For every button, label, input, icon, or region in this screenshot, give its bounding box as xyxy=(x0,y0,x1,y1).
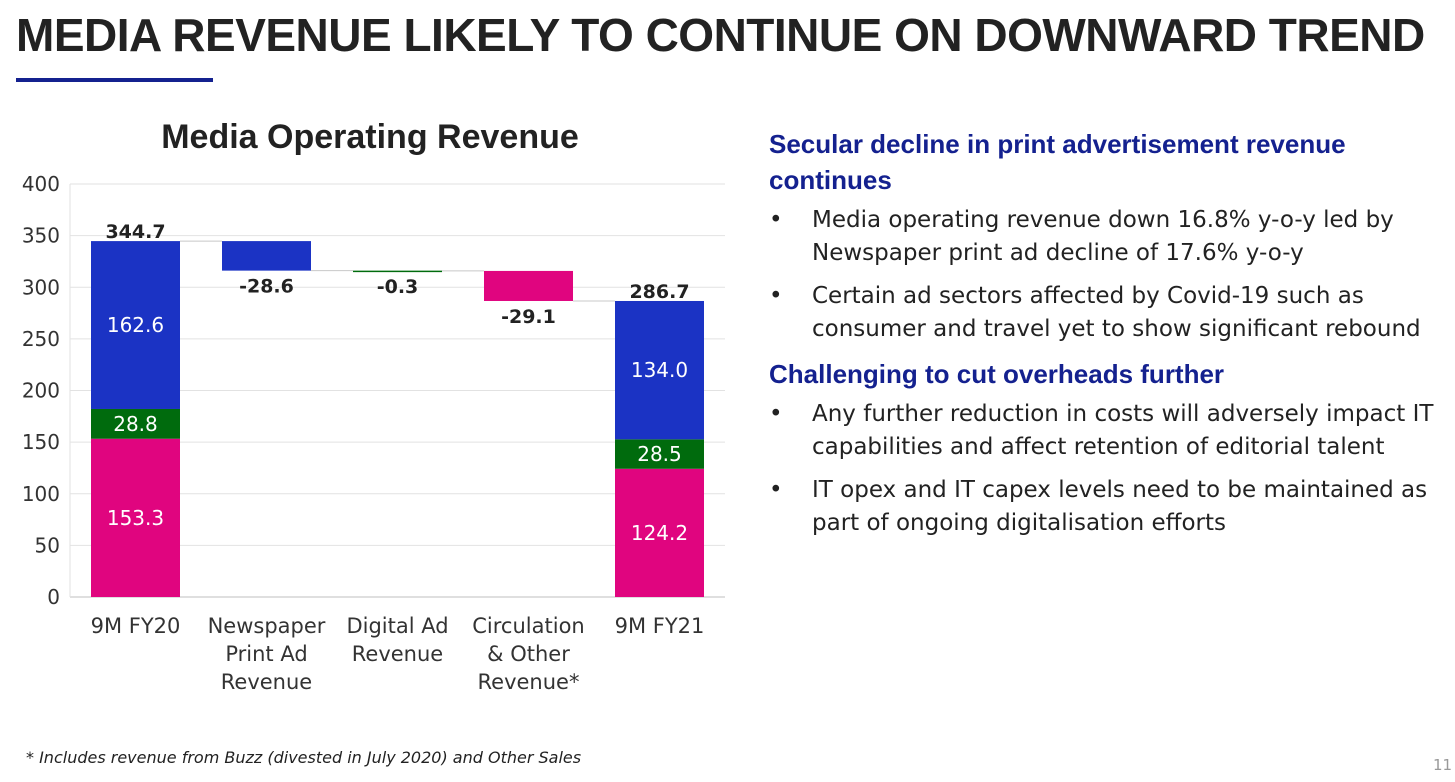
bullet-text: Certain ad sectors affected by Covid-19 … xyxy=(812,283,1421,342)
x-tick-label: Digital Ad xyxy=(346,614,448,638)
change-bar xyxy=(484,270,573,301)
bullet-text: Any further reduction in costs will adve… xyxy=(812,401,1434,460)
section-heading: Challenging to cut overheads further xyxy=(769,359,1225,389)
bar-segment xyxy=(615,468,704,597)
y-tick-label: 0 xyxy=(47,585,60,609)
commentary-panel: Secular decline in print advertisement r… xyxy=(769,126,1439,550)
page-title: MEDIA REVENUE LIKELY TO CONTINUE ON DOWN… xyxy=(16,9,1425,61)
y-tick-label: 50 xyxy=(35,533,60,557)
bar-segment xyxy=(615,300,704,440)
bullet-icon: • xyxy=(769,401,783,427)
change-label: -29.1 xyxy=(501,306,556,328)
y-tick-label: 200 xyxy=(22,379,60,403)
title-underline xyxy=(16,78,213,82)
change-label: -28.6 xyxy=(239,276,294,298)
bullet-item: • Any further reduction in costs will ad… xyxy=(769,398,1439,464)
data-label: 28.5 xyxy=(637,442,682,466)
bar-segment xyxy=(91,241,180,409)
x-tick-label: Print Ad xyxy=(225,642,307,666)
bullet-list: • Media operating revenue down 16.8% y-o… xyxy=(769,204,1439,346)
y-tick-label: 400 xyxy=(22,172,60,196)
x-tick-label: & Other xyxy=(487,642,570,666)
change-label: -0.3 xyxy=(377,276,419,298)
bar-segment xyxy=(91,408,180,439)
x-tick-label: Circulation xyxy=(472,614,584,638)
y-tick-label: 300 xyxy=(22,275,60,299)
footnote: * Includes revenue from Buzz (divested i… xyxy=(26,748,582,767)
bullet-text: IT opex and IT capex levels need to be m… xyxy=(812,477,1428,536)
x-tick-label: 9M FY20 xyxy=(91,614,181,638)
y-tick-label: 350 xyxy=(22,224,60,248)
data-label: 153.3 xyxy=(107,506,164,530)
bullet-item: • Media operating revenue down 16.8% y-o… xyxy=(769,204,1439,270)
bar-segment xyxy=(91,438,180,597)
bullet-text: Media operating revenue down 16.8% y-o-y… xyxy=(812,207,1394,266)
section-print-decline: Secular decline in print advertisement r… xyxy=(769,126,1439,346)
total-label: 344.7 xyxy=(105,221,165,243)
x-tick-label: Newspaper xyxy=(208,614,326,638)
page-number: 11 xyxy=(1433,756,1453,774)
bullet-icon: • xyxy=(769,207,783,233)
data-label: 162.6 xyxy=(107,313,164,337)
x-tick-label: Revenue* xyxy=(478,670,580,694)
bullet-list: • Any further reduction in costs will ad… xyxy=(769,398,1439,540)
bullet-item: • Certain ad sectors affected by Covid-1… xyxy=(769,280,1439,346)
data-label: 134.0 xyxy=(631,358,688,382)
y-tick-label: 150 xyxy=(22,430,60,454)
bullet-icon: • xyxy=(769,477,783,503)
section-overheads: Challenging to cut overheads further • A… xyxy=(769,356,1439,540)
bullet-item: • IT opex and IT capex levels need to be… xyxy=(769,474,1439,540)
x-tick-label: Revenue xyxy=(221,670,312,694)
data-label: 28.8 xyxy=(113,412,158,436)
total-label: 286.7 xyxy=(629,281,689,303)
change-bar xyxy=(222,241,311,271)
waterfall-chart: 0 50 100 150 200 250 300 350 400 9M FY20 Newspaper… xyxy=(22,172,725,694)
bullet-icon: • xyxy=(769,283,783,309)
bar-segment xyxy=(615,439,704,469)
data-label: 124.2 xyxy=(631,521,688,545)
change-bar xyxy=(353,270,442,273)
y-tick-label: 250 xyxy=(22,327,60,351)
section-heading: Secular decline in print advertisement r… xyxy=(769,129,1346,195)
x-tick-label: Revenue xyxy=(352,642,443,666)
x-tick-label: 9M FY21 xyxy=(615,614,705,638)
y-tick-label: 100 xyxy=(22,482,60,506)
chart-title: Media Operating Revenue xyxy=(161,118,579,156)
